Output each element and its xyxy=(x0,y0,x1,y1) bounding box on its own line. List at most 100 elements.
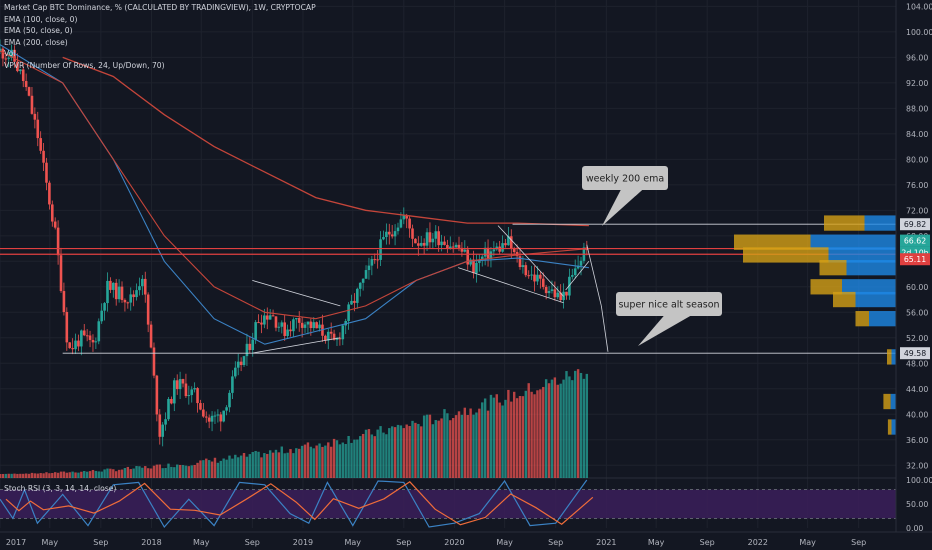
volume-bar xyxy=(77,472,80,478)
volume-bar xyxy=(80,471,83,478)
candle-body xyxy=(509,236,513,249)
volume-bar xyxy=(254,450,257,478)
candle-body xyxy=(475,262,478,274)
legend-vpvr[interactable]: VPVR (Number Of Rows, 24, Up/Down, 70) xyxy=(4,60,165,70)
candle-body xyxy=(271,315,275,317)
callout-weekly-200-ema-text[interactable]: weekly 200 ema xyxy=(586,174,664,185)
candle-body xyxy=(318,324,321,329)
time-axis-label: Sep xyxy=(93,538,108,547)
price-tick-label: 44.00 xyxy=(906,385,928,394)
volume-bar xyxy=(542,386,545,478)
volume-bar xyxy=(556,384,559,478)
price-tag-label: 66.62 xyxy=(904,237,926,246)
vpvr-row-up xyxy=(869,311,896,327)
volume-bar xyxy=(364,429,368,478)
volume-bar xyxy=(527,383,530,478)
candle-body xyxy=(82,330,86,336)
candle-body xyxy=(181,379,185,384)
time-axis-label: 2018 xyxy=(141,538,161,547)
vpvr-row-up xyxy=(855,291,896,308)
candle-body xyxy=(196,388,199,404)
volume-bar xyxy=(469,408,472,478)
volume-bar xyxy=(530,391,533,478)
time-axis-label: May xyxy=(648,538,665,547)
candle-body xyxy=(222,410,225,422)
candle-body xyxy=(135,290,138,298)
candle-body xyxy=(146,294,150,325)
volume-bar xyxy=(568,376,571,478)
candle-body xyxy=(300,322,304,328)
volume-bar xyxy=(515,398,519,478)
volume-bar xyxy=(248,454,252,478)
candle-body xyxy=(193,388,196,390)
rsi-legend[interactable]: Stoch RSI (3, 3, 14, 14, close) xyxy=(4,484,117,493)
candle-body xyxy=(501,243,504,252)
price-tag-level xyxy=(900,218,930,231)
time-axis-label: May xyxy=(496,538,513,547)
candle-body xyxy=(19,69,22,72)
legend-vol[interactable]: Vol xyxy=(4,49,16,58)
volume-bar xyxy=(312,448,315,478)
candle-body xyxy=(158,414,162,437)
volume-bar xyxy=(39,473,42,478)
candle-body xyxy=(263,315,266,325)
volume-bar xyxy=(213,457,217,478)
volume-bar xyxy=(48,473,51,478)
volume-bar xyxy=(344,444,347,478)
volume-bar xyxy=(170,466,173,478)
volume-bar xyxy=(16,473,19,478)
time-axis-label: Sep xyxy=(548,538,563,547)
callout-alt-season-text[interactable]: super nice alt season xyxy=(618,300,719,311)
volume-bar xyxy=(295,448,298,478)
candle-body xyxy=(216,414,220,416)
volume-bar xyxy=(335,440,339,478)
volume-bar xyxy=(408,426,411,478)
candle-body xyxy=(446,244,449,249)
candle-body xyxy=(541,278,545,287)
volume-bar xyxy=(42,473,45,478)
volume-bar xyxy=(472,414,475,478)
candle-body xyxy=(126,302,130,304)
volume-bar xyxy=(178,464,182,478)
candle-body xyxy=(242,356,246,366)
candle-body xyxy=(478,259,481,263)
volume-bar xyxy=(56,472,60,478)
candle-body xyxy=(4,58,8,60)
volume-bar xyxy=(19,473,22,478)
candle-body xyxy=(274,316,278,328)
volume-bar xyxy=(489,394,493,478)
legend-ema200[interactable]: EMA (200, close) xyxy=(4,37,68,47)
legend-ema50[interactable]: EMA (50, close, 0) xyxy=(4,26,73,35)
candle-body xyxy=(228,392,231,408)
time-axis-label: Sep xyxy=(396,538,411,547)
candle-body xyxy=(88,335,92,340)
rsi-tick-label: 100.00 xyxy=(906,476,932,485)
candle-body xyxy=(379,239,382,260)
candle-body xyxy=(231,376,234,393)
candle-body xyxy=(350,300,353,305)
price-tick-label: 80.00 xyxy=(906,155,928,164)
volume-bar xyxy=(33,473,37,478)
candle-body xyxy=(164,419,167,425)
volume-bar xyxy=(51,473,54,478)
candle-body xyxy=(550,289,554,291)
rsi-tick-label: 0.00 xyxy=(906,524,923,533)
volume-bars xyxy=(0,369,589,478)
volume-bar xyxy=(434,420,437,478)
volume-bar xyxy=(451,418,455,478)
price-tag-level xyxy=(900,347,930,360)
candle-body xyxy=(486,247,490,259)
price-tag-label: 65.11 xyxy=(904,255,926,264)
candle-body xyxy=(1,48,5,59)
rsi-band xyxy=(0,489,896,519)
candle-body xyxy=(239,361,243,366)
time-axis-label: Sep xyxy=(245,538,260,547)
candle-body xyxy=(353,300,356,303)
candle-body xyxy=(141,278,144,287)
legend-ema100[interactable]: EMA (100, close, 0) xyxy=(4,14,78,24)
candle-body xyxy=(91,339,95,343)
candle-body xyxy=(251,339,255,350)
candle-body xyxy=(387,231,391,235)
candle-body xyxy=(414,238,417,244)
